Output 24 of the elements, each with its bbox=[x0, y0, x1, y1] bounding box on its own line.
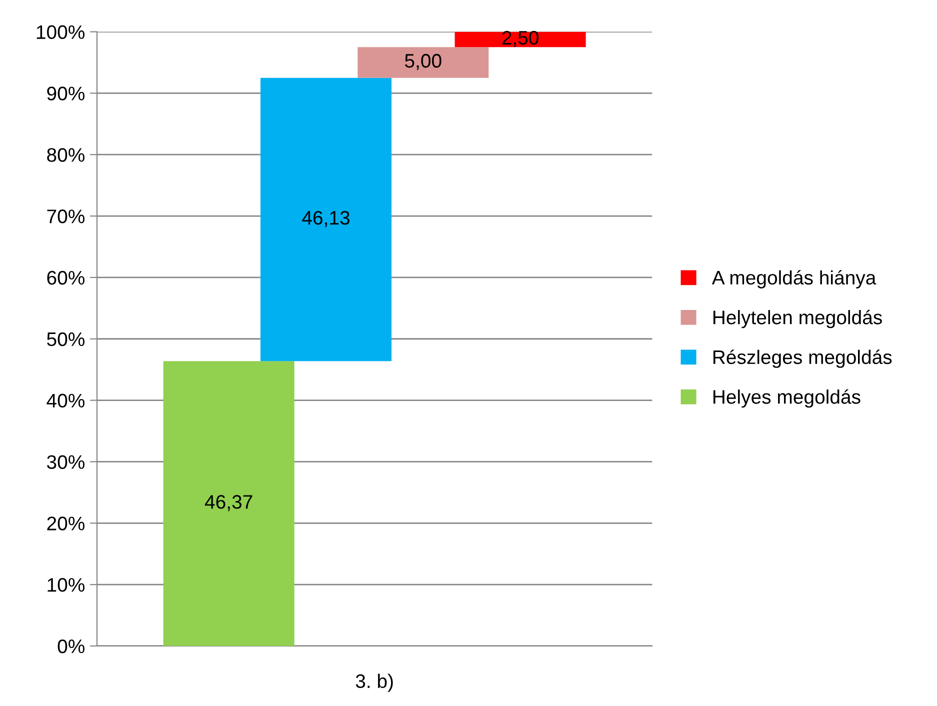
y-tick-label: 60% bbox=[47, 270, 84, 285]
legend-label: Helyes megoldás bbox=[713, 389, 860, 408]
y-tick-label: 100% bbox=[36, 25, 84, 40]
data-label: 46,37 bbox=[204, 495, 252, 512]
y-tick-label: 0% bbox=[58, 639, 84, 654]
data-label: 5,00 bbox=[405, 54, 442, 70]
legend-label: Helytelen megoldás bbox=[713, 310, 882, 328]
data-label: 2,50 bbox=[502, 30, 538, 47]
y-tick-label: 50% bbox=[47, 332, 84, 346]
data-label: 46,13 bbox=[302, 210, 350, 228]
y-tick-label: 80% bbox=[47, 148, 84, 162]
y-tick-label: 70% bbox=[47, 210, 84, 224]
legend-label: Részleges megoldás bbox=[713, 350, 892, 368]
x-tick-label: 3. b) bbox=[356, 674, 393, 692]
y-tick-label: 10% bbox=[48, 578, 84, 592]
legend-label: A megoldás hiánya bbox=[712, 270, 876, 288]
y-tick-label: 30% bbox=[47, 455, 84, 469]
y-tick-label: 40% bbox=[46, 394, 84, 408]
y-tick-label: 90% bbox=[47, 86, 84, 100]
bar bbox=[454, 32, 586, 48]
y-tick-label: 20% bbox=[47, 516, 84, 530]
bar bbox=[163, 361, 294, 646]
bar bbox=[260, 78, 392, 362]
bar bbox=[358, 47, 489, 78]
